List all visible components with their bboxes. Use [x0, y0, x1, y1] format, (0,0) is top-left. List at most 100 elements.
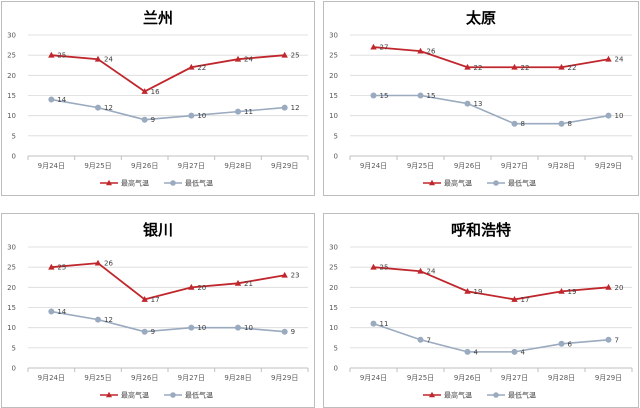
- legend-marker-circle: [170, 180, 176, 186]
- data-label: 9: [151, 328, 155, 336]
- data-label: 7: [615, 336, 619, 344]
- y-tick-label: 30: [329, 32, 338, 40]
- chart-svg: 银川 0 5 10 15 20 25 30 9月24日 9月25日 9月26日 9月27日 9月28日 9…: [7, 221, 309, 400]
- x-tick-label: 9月28日: [224, 162, 251, 170]
- y-tick-label: 25: [7, 52, 16, 60]
- data-label: 22: [197, 64, 206, 72]
- y-tick-label: 0: [334, 153, 338, 161]
- chart-panel-hohhot: 呼和浩特 0 5 10 15 20 25 30 9月24日 9月25日 9月26日 9月27日 9月28…: [323, 213, 639, 408]
- data-label: 20: [615, 284, 624, 292]
- y-tick-label: 10: [7, 324, 16, 332]
- x-tick-label: 9月29日: [595, 162, 622, 170]
- y-tick-label: 20: [329, 72, 338, 80]
- data-point-high: [558, 63, 565, 70]
- legend-label: 最高气温: [444, 391, 472, 400]
- y-tick-label: 5: [334, 132, 338, 140]
- y-tick-label: 0: [12, 153, 16, 161]
- data-point-high: [370, 263, 377, 270]
- series-line-low: [373, 322, 609, 353]
- data-label: 10: [615, 112, 624, 120]
- legend-label: 最高气温: [121, 179, 149, 188]
- x-tick-label: 9月24日: [360, 374, 387, 382]
- data-label: 19: [568, 288, 577, 296]
- data-label: 22: [474, 64, 483, 72]
- data-label: 26: [104, 260, 113, 268]
- data-label: 21: [244, 280, 253, 288]
- y-tick-label: 10: [329, 112, 338, 120]
- data-point-low: [95, 316, 101, 323]
- data-point-high: [141, 88, 148, 94]
- data-label: 11: [380, 320, 389, 328]
- data-label: 22: [568, 64, 577, 72]
- data-point-high: [234, 279, 242, 286]
- data-point-high: [48, 51, 55, 58]
- data-point-low: [464, 348, 471, 355]
- legend-label: 最低气温: [508, 391, 536, 400]
- data-point-low: [511, 120, 518, 127]
- data-point-high: [188, 283, 195, 290]
- y-tick-label: 5: [12, 344, 16, 352]
- x-tick-label: 9月26日: [454, 374, 481, 382]
- data-point-low: [188, 324, 195, 331]
- data-point-high: [94, 55, 102, 62]
- x-tick-label: 9月27日: [178, 374, 205, 382]
- x-tick-label: 9月27日: [178, 162, 205, 170]
- data-point-low: [511, 348, 518, 355]
- series-line-low: [373, 94, 609, 125]
- y-tick-label: 10: [329, 324, 338, 332]
- data-label: 9: [151, 116, 155, 124]
- legend-marker-triangle: [106, 179, 112, 186]
- data-label: 9: [291, 328, 295, 336]
- x-tick-label: 9月29日: [271, 374, 298, 382]
- data-point-low: [370, 320, 377, 327]
- series-line-low: [51, 98, 285, 121]
- data-point-high: [370, 43, 377, 50]
- data-label: 10: [244, 324, 253, 332]
- data-label: 14: [57, 96, 66, 104]
- data-point-high: [417, 267, 424, 274]
- data-point-low: [417, 336, 424, 343]
- data-point-low: [95, 104, 101, 111]
- data-point-high: [511, 63, 518, 70]
- data-label: 10: [197, 324, 206, 332]
- legend-label: 最低气温: [508, 179, 536, 188]
- data-label: 13: [474, 100, 483, 108]
- legend-marker-circle: [493, 392, 499, 398]
- data-point-high: [605, 283, 612, 290]
- data-point-low: [417, 92, 424, 99]
- chart-svg: 兰州 0 5 10 15 20 25 30 9月24日 9月25日 9月26日 9月27日 9月28日 9…: [7, 9, 309, 188]
- series-line-high: [51, 262, 285, 301]
- data-label: 19: [474, 288, 483, 296]
- series-line-high: [373, 46, 609, 69]
- y-tick-label: 0: [334, 365, 338, 373]
- data-label: 22: [521, 64, 530, 72]
- legend-label: 最高气温: [444, 179, 472, 188]
- series-line-low: [51, 310, 285, 333]
- chart-svg: 太原 0 5 10 15 20 25 30 9月24日 9月25日 9月26日 9月27日 9月28日 9…: [329, 9, 633, 188]
- data-label: 4: [474, 348, 479, 356]
- chart-title: 银川: [143, 221, 173, 239]
- legend-label: 最低气温: [185, 179, 213, 188]
- data-label: 4: [521, 348, 526, 356]
- data-point-high: [188, 63, 195, 70]
- y-tick-label: 30: [7, 32, 16, 40]
- legend-label: 最低气温: [185, 391, 213, 400]
- data-point-low: [235, 324, 241, 331]
- y-tick-label: 25: [329, 52, 338, 60]
- data-label: 24: [615, 56, 624, 64]
- chart-title: 呼和浩特: [451, 221, 511, 239]
- y-tick-label: 10: [7, 112, 16, 120]
- legend-marker-triangle: [106, 391, 112, 398]
- x-tick-label: 9月28日: [548, 162, 575, 170]
- chart-panel-yinchuan: 银川 0 5 10 15 20 25 30 9月24日 9月25日 9月26日 9月27日 9月28日 9…: [1, 213, 315, 408]
- data-label: 27: [380, 44, 389, 52]
- data-label: 15: [380, 92, 389, 100]
- chart-title: 太原: [466, 9, 496, 27]
- legend-label: 最高气温: [121, 391, 149, 400]
- data-label: 8: [521, 120, 525, 128]
- data-point-low: [141, 328, 148, 335]
- y-tick-label: 20: [7, 72, 16, 80]
- data-point-high: [558, 287, 565, 294]
- chart-svg: 呼和浩特 0 5 10 15 20 25 30 9月24日 9月25日 9月26日 9月27日 9月28…: [329, 221, 633, 400]
- x-tick-label: 9月24日: [360, 162, 387, 170]
